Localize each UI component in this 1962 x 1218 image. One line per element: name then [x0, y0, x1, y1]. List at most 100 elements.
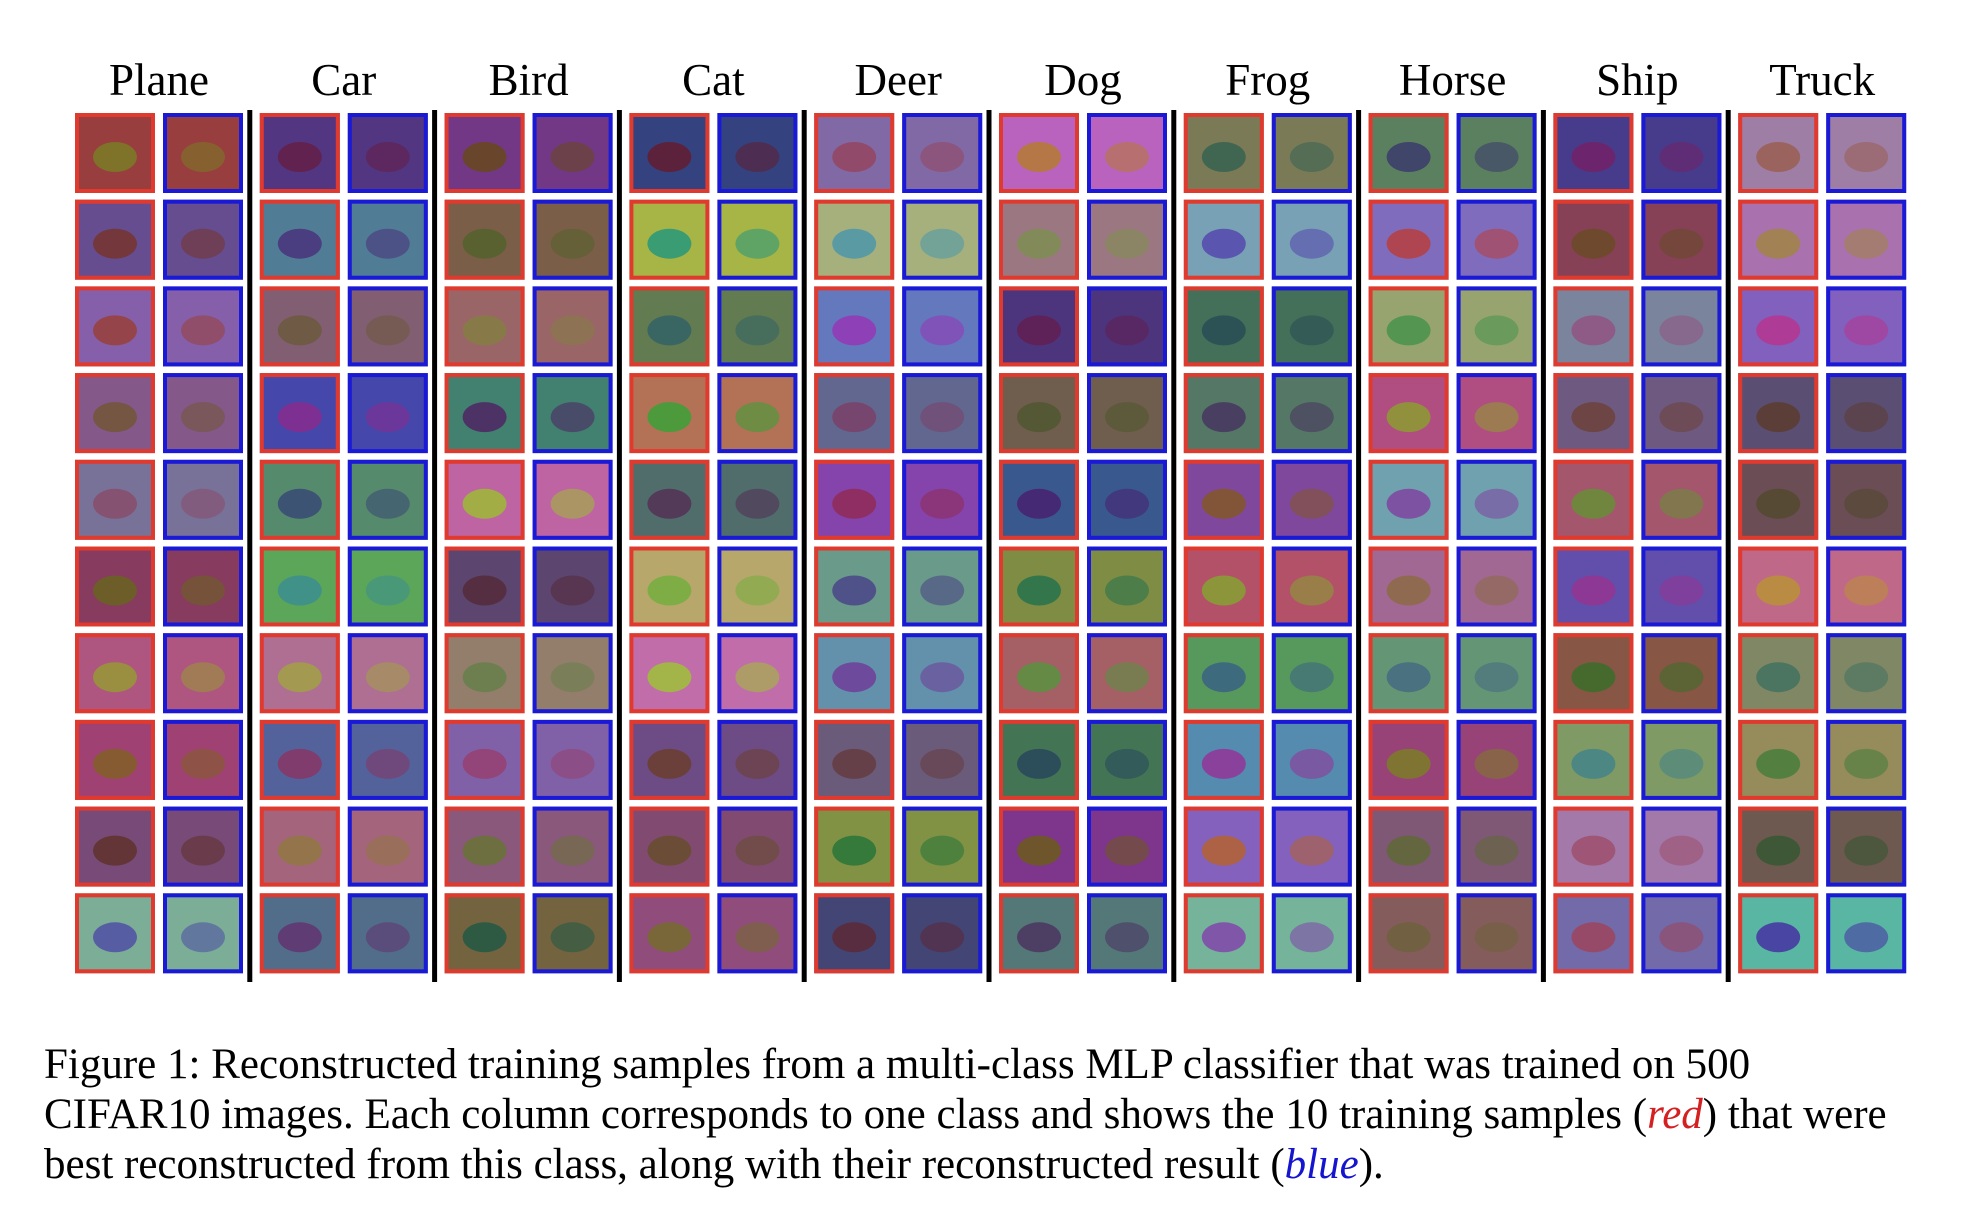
training-sample-frame	[629, 633, 710, 714]
reconstruction-frame	[347, 806, 428, 887]
training-sample-object	[832, 835, 877, 866]
training-sample-object	[1201, 402, 1246, 433]
training-sample-frame	[1553, 893, 1634, 974]
reconstruction-frame	[717, 633, 798, 714]
reconstruction-object	[920, 488, 965, 519]
reconstruction-object	[1474, 315, 1519, 346]
training-sample-object	[832, 748, 877, 779]
reconstruction-frame	[163, 113, 243, 193]
reconstruction-frame	[1641, 893, 1722, 974]
training-sample-frame	[444, 719, 525, 800]
reconstruction-frame	[532, 459, 613, 540]
reconstruction-object	[1659, 228, 1704, 259]
reconstruction-object	[1105, 662, 1149, 693]
reconstruction-object	[1474, 835, 1519, 866]
reconstruction-object	[735, 922, 780, 953]
training-sample-object	[1571, 488, 1616, 519]
reconstruction-frame	[163, 893, 243, 974]
reconstruction-object	[1659, 315, 1704, 346]
reconstruction-object	[1844, 402, 1889, 433]
reconstruction-frame	[1087, 806, 1167, 887]
reconstruction-frame	[1641, 633, 1722, 714]
training-sample-frame	[1553, 806, 1634, 887]
training-sample-frame	[1368, 459, 1449, 540]
training-sample-object	[1201, 228, 1246, 259]
class-label: Plane	[109, 55, 209, 105]
reconstruction-object	[1659, 402, 1704, 433]
reconstruction-frame	[1087, 113, 1167, 193]
training-sample-frame	[1183, 806, 1264, 887]
reconstruction-frame	[717, 373, 798, 454]
reconstruction-frame	[1826, 113, 1907, 193]
reconstruction-frame	[717, 806, 798, 887]
training-sample-frame	[629, 199, 710, 280]
reconstruction-frame	[532, 546, 613, 627]
training-sample-frame	[1738, 719, 1819, 800]
training-sample-frame	[1183, 286, 1264, 367]
training-sample-object	[93, 142, 137, 172]
reconstruction-object	[920, 228, 965, 259]
training-sample-frame	[259, 806, 340, 887]
training-sample-object	[93, 922, 137, 953]
caption: Figure 1: Reconstructed training samples…	[44, 1040, 1924, 1190]
training-sample-object	[1017, 835, 1061, 866]
training-sample-object	[93, 402, 137, 433]
reconstruction-frame	[902, 719, 983, 800]
reconstruction-object	[1844, 142, 1889, 172]
reconstruction-object	[365, 662, 410, 693]
training-sample-object	[1571, 402, 1616, 433]
training-sample-frame	[259, 459, 340, 540]
reconstruction-frame	[347, 719, 428, 800]
training-sample-frame	[629, 286, 710, 367]
training-sample-frame	[1738, 633, 1819, 714]
training-sample-object	[1201, 662, 1246, 693]
training-sample-object	[1017, 315, 1061, 346]
caption-text: ).	[1358, 1141, 1384, 1188]
reconstruction-object	[1474, 402, 1519, 433]
reconstruction-frame	[163, 719, 243, 800]
training-sample-frame	[259, 286, 340, 367]
reconstruction-object	[1474, 488, 1519, 519]
reconstruction-frame	[532, 199, 613, 280]
reconstruction-object	[1105, 922, 1149, 953]
reconstruction-object	[181, 662, 225, 693]
reconstruction-object	[365, 748, 410, 779]
training-sample-frame	[444, 286, 525, 367]
reconstruction-frame	[163, 546, 243, 627]
training-sample-object	[462, 835, 507, 866]
reconstruction-frame	[1826, 719, 1907, 800]
training-sample-object	[1571, 142, 1616, 172]
training-sample-object	[647, 488, 692, 519]
reconstruction-object	[1474, 662, 1519, 693]
reconstruction-object	[1289, 662, 1334, 693]
training-sample-frame	[259, 113, 340, 193]
training-sample-frame	[1183, 719, 1264, 800]
training-sample-frame	[1553, 459, 1634, 540]
training-sample-frame	[629, 373, 710, 454]
reconstruction-object	[550, 228, 595, 259]
training-sample-object	[1386, 315, 1431, 346]
reconstruction-object	[181, 748, 225, 779]
reconstruction-frame	[347, 546, 428, 627]
reconstruction-object	[1659, 748, 1704, 779]
reconstruction-frame	[532, 719, 613, 800]
reconstruction-frame	[532, 893, 613, 974]
reconstruction-frame	[163, 373, 243, 454]
reconstruction-object	[1105, 228, 1149, 259]
reconstruction-object	[550, 142, 595, 172]
reconstruction-frame	[1641, 459, 1722, 540]
training-sample-object	[1017, 228, 1061, 259]
training-sample-frame	[1183, 546, 1264, 627]
class-label: Frog	[1225, 55, 1310, 105]
training-sample-object	[1017, 402, 1061, 433]
training-sample-frame	[999, 373, 1079, 454]
training-sample-object	[1571, 922, 1616, 953]
training-sample-frame	[629, 546, 710, 627]
training-sample-object	[1201, 488, 1246, 519]
training-sample-frame	[1738, 893, 1819, 974]
reconstruction-object	[1659, 575, 1704, 606]
reconstruction-frame	[347, 459, 428, 540]
training-sample-object	[1386, 748, 1431, 779]
training-sample-frame	[1738, 373, 1819, 454]
reconstruction-frame	[347, 373, 428, 454]
